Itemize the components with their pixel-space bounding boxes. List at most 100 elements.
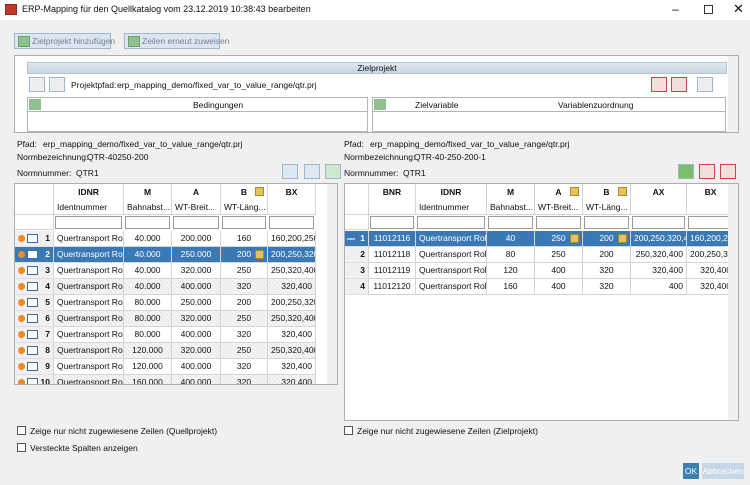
row-header[interactable]: 4 bbox=[345, 279, 369, 295]
add-target-button[interactable]: Zielprojekt hinzufügen bbox=[14, 33, 115, 49]
table-cell: 400.000 bbox=[172, 327, 221, 343]
row-header[interactable]: 3 bbox=[345, 263, 369, 279]
filter-input[interactable] bbox=[417, 216, 485, 229]
edit-icon bbox=[255, 250, 264, 259]
table-cell: 40 bbox=[487, 231, 535, 247]
table-cell: 120.000 bbox=[124, 359, 172, 375]
filter-input[interactable] bbox=[632, 216, 685, 229]
column-description: WT-Läng... bbox=[586, 202, 628, 212]
row-header[interactable]: 2 bbox=[345, 247, 369, 263]
source-tool-1[interactable] bbox=[282, 164, 298, 179]
filter-input[interactable] bbox=[269, 216, 314, 229]
row-header[interactable]: 4 bbox=[15, 279, 54, 295]
target-clear[interactable] bbox=[720, 164, 736, 179]
column-name: BX bbox=[285, 187, 298, 197]
row-header[interactable]: 3 bbox=[15, 263, 54, 279]
row-header[interactable]: 1 bbox=[15, 231, 54, 247]
table-cell: 160.000 bbox=[124, 375, 172, 384]
option-label: Versteckte Spalten anzeigen bbox=[30, 443, 138, 453]
up-button[interactable] bbox=[29, 77, 45, 92]
filter-input[interactable] bbox=[55, 216, 122, 229]
table-cell: Quertransport Rolle bbox=[54, 279, 124, 295]
column-header: B WT-Läng... bbox=[221, 184, 268, 215]
row-header[interactable]: 6 bbox=[15, 311, 54, 327]
filter-input[interactable] bbox=[173, 216, 219, 229]
filter-corner bbox=[15, 215, 54, 230]
table-cell: 200,250,320,400 bbox=[631, 231, 687, 247]
table-cell: 200 bbox=[221, 295, 268, 311]
filter-input[interactable] bbox=[488, 216, 533, 229]
data-table: IDNR Identnummer M Bahnabst... A WT-Breit... B… bbox=[14, 183, 338, 385]
remove-button[interactable] bbox=[651, 77, 667, 92]
column-header: IDNR Identnummer bbox=[54, 184, 124, 215]
column-description: Bahnabst... bbox=[127, 202, 171, 212]
row-header[interactable]: 1 bbox=[345, 231, 369, 247]
header-corner bbox=[15, 184, 54, 215]
table-cell: 80.000 bbox=[124, 311, 172, 327]
number-label: Normnummer: bbox=[17, 168, 72, 178]
row-header[interactable]: 2 bbox=[15, 247, 54, 263]
table-cell: 11012116 bbox=[369, 231, 416, 247]
table-icon bbox=[27, 282, 38, 291]
column-description: Identnummer bbox=[419, 202, 470, 212]
table-cell: 40.000 bbox=[124, 231, 172, 247]
scrollbar[interactable] bbox=[728, 56, 738, 132]
filter-input[interactable] bbox=[536, 216, 581, 229]
row-header[interactable]: 9 bbox=[15, 359, 54, 375]
path-value: erp_mapping_demo/fixed_var_to_value_rang… bbox=[370, 139, 570, 149]
table-cell: 120.000 bbox=[124, 343, 172, 359]
panel-title: Zielprojekt bbox=[357, 63, 397, 73]
column-description: Identnummer bbox=[57, 202, 108, 212]
forward-button[interactable] bbox=[697, 77, 713, 92]
edit-icon bbox=[618, 234, 627, 243]
minimize-button[interactable]: – bbox=[672, 2, 679, 16]
checkbox[interactable] bbox=[344, 426, 353, 435]
path-label: Pfad: bbox=[344, 139, 364, 149]
filter-input[interactable] bbox=[688, 216, 733, 229]
button-label: Abbrechen bbox=[702, 466, 744, 476]
target-confirm[interactable] bbox=[678, 164, 694, 179]
row-number: 10 bbox=[40, 377, 50, 385]
checkbox[interactable] bbox=[17, 426, 26, 435]
checkbox[interactable] bbox=[17, 443, 26, 452]
number-value: QTR1 bbox=[403, 168, 426, 178]
table-cell: Quertransport Rolle bbox=[54, 359, 124, 375]
source-assign[interactable] bbox=[325, 164, 341, 179]
row-header[interactable]: 10 bbox=[15, 375, 54, 385]
row-header[interactable]: 5 bbox=[15, 295, 54, 311]
maximize-button[interactable] bbox=[704, 5, 713, 14]
table-cell: 11012120 bbox=[369, 279, 416, 295]
row-header[interactable]: 8 bbox=[15, 343, 54, 359]
table-cell: 320,400 bbox=[268, 327, 316, 343]
table-scrollbar[interactable] bbox=[728, 184, 738, 420]
add-condition[interactable] bbox=[29, 99, 41, 110]
table-cell: 320 bbox=[221, 359, 268, 375]
target-remove[interactable] bbox=[699, 164, 715, 179]
table-cell: 250 bbox=[535, 231, 583, 247]
reassign-button[interactable]: Zeilen erneut zuweisen bbox=[124, 33, 229, 49]
row-header[interactable]: 7 bbox=[15, 327, 54, 343]
table-cell: 320.000 bbox=[172, 343, 221, 359]
add-mapping[interactable] bbox=[374, 99, 386, 110]
table-scrollbar[interactable] bbox=[327, 184, 337, 384]
mapping-header: Zielvariable Variablenzuordnung bbox=[372, 97, 726, 112]
filter-input[interactable] bbox=[125, 216, 170, 229]
filter-input[interactable] bbox=[222, 216, 266, 229]
filter-input[interactable] bbox=[584, 216, 629, 229]
close-button[interactable]: ✕ bbox=[733, 1, 744, 16]
down-button[interactable] bbox=[49, 77, 65, 92]
filter-input[interactable] bbox=[370, 216, 414, 229]
title-bar: ERP-Mapping für den Quellkatalog vom 23.… bbox=[0, 0, 750, 20]
filter-corner bbox=[345, 215, 369, 230]
table-cell: 320 bbox=[221, 375, 268, 384]
table-cell: 200,250,320 bbox=[268, 247, 316, 263]
table-cell: 320,400 bbox=[268, 375, 316, 384]
column-name: B bbox=[603, 187, 610, 197]
cancel-button[interactable]: Abbrechen bbox=[702, 463, 744, 479]
table-cell: 160 bbox=[221, 231, 268, 247]
source-tool-2[interactable] bbox=[304, 164, 320, 179]
table-cell: 320,400 bbox=[268, 359, 316, 375]
ok-button[interactable]: OK bbox=[683, 463, 699, 479]
row-number: 8 bbox=[45, 345, 50, 355]
delete-button[interactable] bbox=[671, 77, 687, 92]
